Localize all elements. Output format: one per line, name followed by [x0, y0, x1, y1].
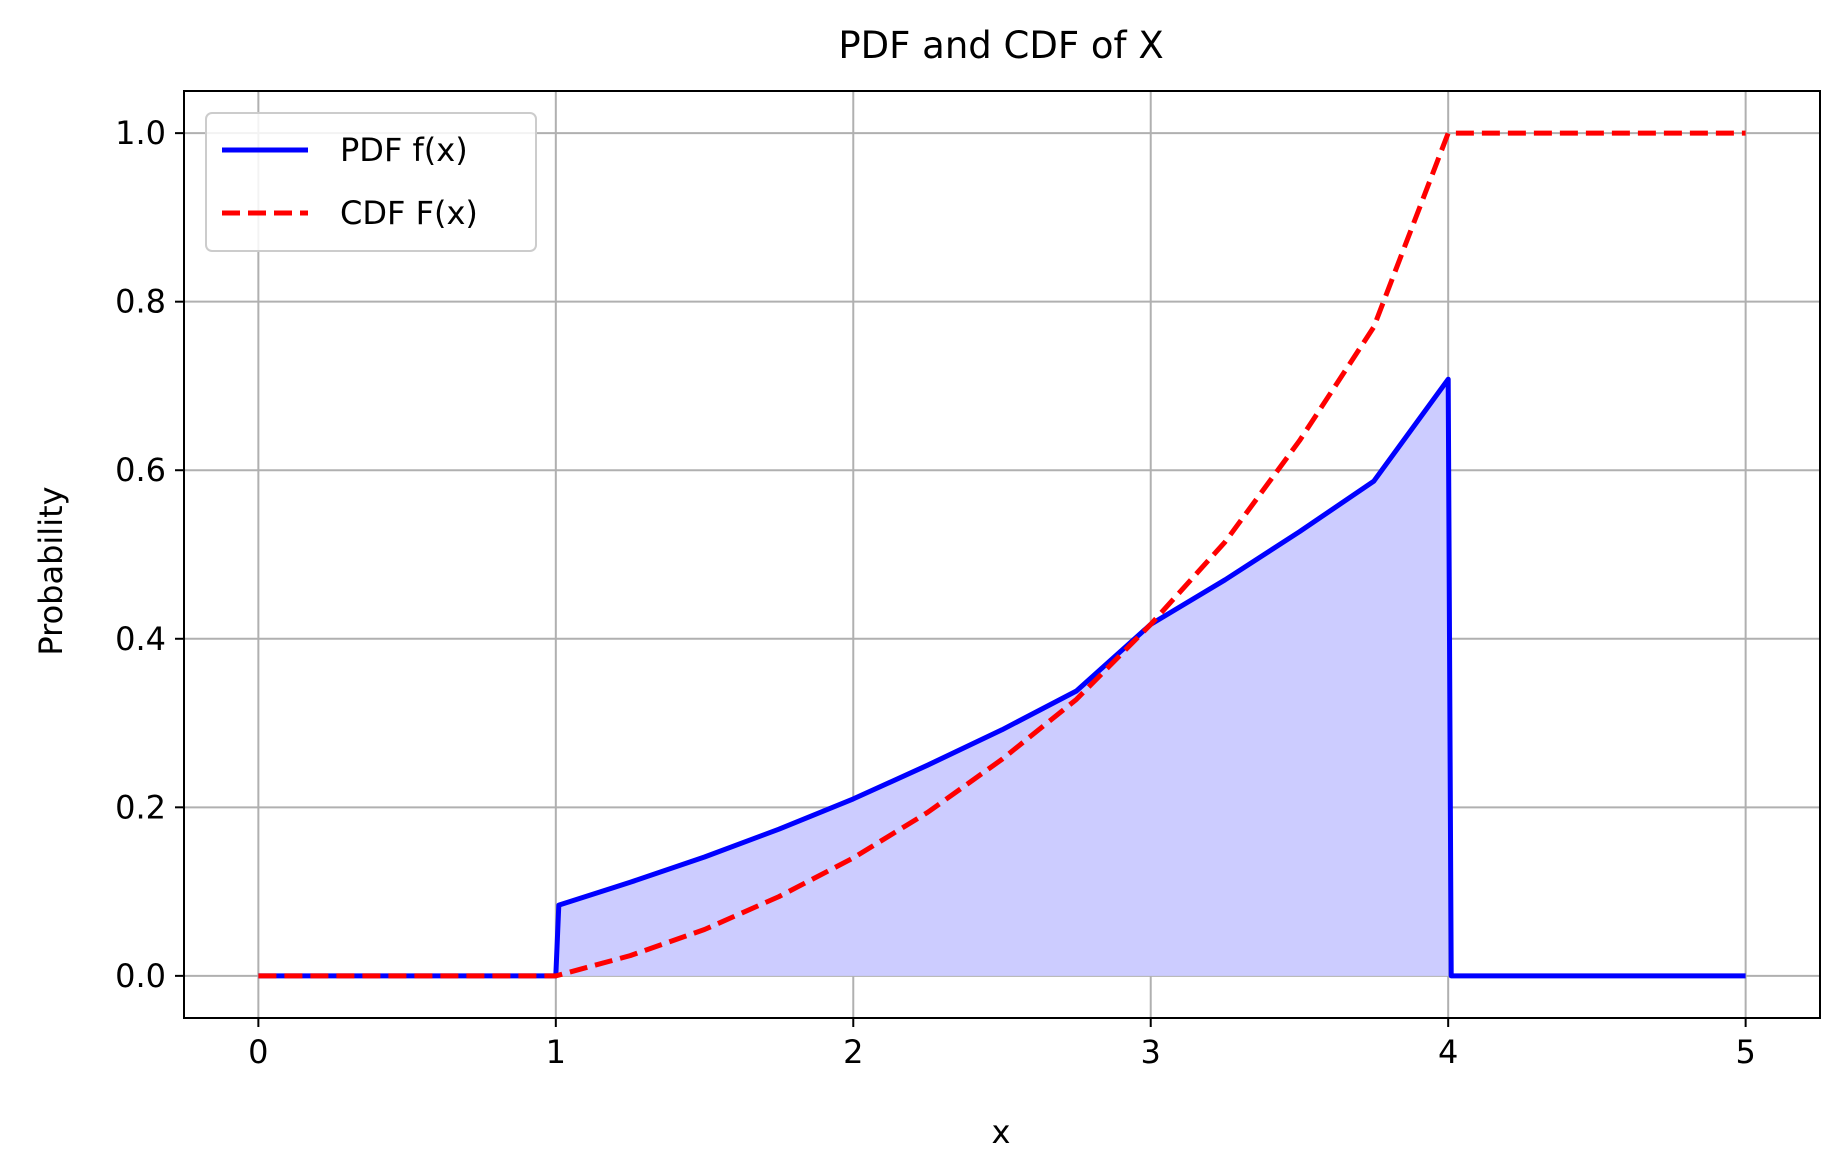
chart-title: PDF and CDF of X: [838, 24, 1163, 67]
y-tick-label: 0.2: [115, 788, 166, 826]
y-tick-label: 0.0: [115, 957, 166, 995]
y-tick-label: 0.6: [115, 451, 166, 489]
x-tick-label: 2: [843, 1033, 863, 1071]
x-axis-ticks: 0 1 2 3 4 5: [248, 1018, 1756, 1071]
x-tick-label: 3: [1141, 1033, 1161, 1071]
legend-cdf-label: CDF F(x): [340, 194, 478, 232]
y-tick-label: 0.4: [115, 620, 166, 658]
pdf-area: [555, 379, 1449, 976]
y-axis-ticks: 0.0 0.2 0.4 0.6 0.8 1.0: [115, 114, 184, 995]
x-tick-label: 0: [248, 1033, 268, 1071]
pdf-area-fill: [555, 379, 1449, 976]
plot-frame: [183, 90, 1821, 1019]
x-tick-label: 1: [546, 1033, 566, 1071]
legend: PDF f(x) CDF F(x): [205, 112, 537, 252]
legend-pdf-label: PDF f(x): [340, 131, 468, 169]
x-axis-label: x: [992, 1113, 1011, 1151]
y-axis-label: Probability: [32, 486, 70, 655]
y-tick-label: 0.8: [115, 283, 166, 321]
series-lines: [258, 130, 1746, 979]
x-tick-label: 5: [1735, 1033, 1755, 1071]
cdf-line: [258, 130, 1746, 979]
y-tick-label: 1.0: [115, 114, 166, 152]
x-tick-label: 4: [1438, 1033, 1458, 1071]
pdf-line: [258, 376, 1746, 979]
